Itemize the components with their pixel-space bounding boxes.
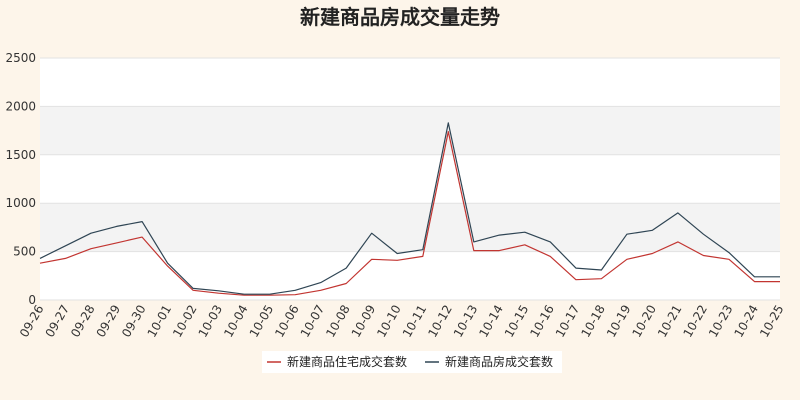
plot-band	[40, 106, 780, 155]
plot-band	[40, 251, 780, 300]
y-axis-ticks: 0 500 1000 1500 2000 2500	[5, 51, 36, 307]
y-tick-label: 1000	[5, 196, 36, 210]
plot-bands	[40, 58, 780, 300]
series-line-residential	[39, 131, 780, 296]
series-group	[39, 122, 780, 296]
y-tick-label: 0	[28, 293, 36, 307]
y-tick-label: 500	[13, 245, 36, 259]
plot-band	[40, 58, 780, 107]
legend-label-total: 新建商品房成交套数	[445, 354, 553, 369]
plot-band	[40, 203, 780, 252]
y-tick-label: 2500	[5, 51, 36, 65]
legend-label-residential: 新建商品住宅成交套数	[287, 354, 407, 369]
y-tick-label: 2000	[5, 99, 36, 113]
series-line-total	[39, 122, 780, 295]
chart-title: 新建商品房成交量走势	[300, 5, 500, 29]
legend: 新建商品住宅成交套数 新建商品房成交套数	[262, 351, 562, 373]
legend-box	[262, 351, 562, 373]
y-tick-label: 1500	[5, 148, 36, 162]
grid	[40, 57, 780, 301]
plot-band	[40, 154, 780, 204]
